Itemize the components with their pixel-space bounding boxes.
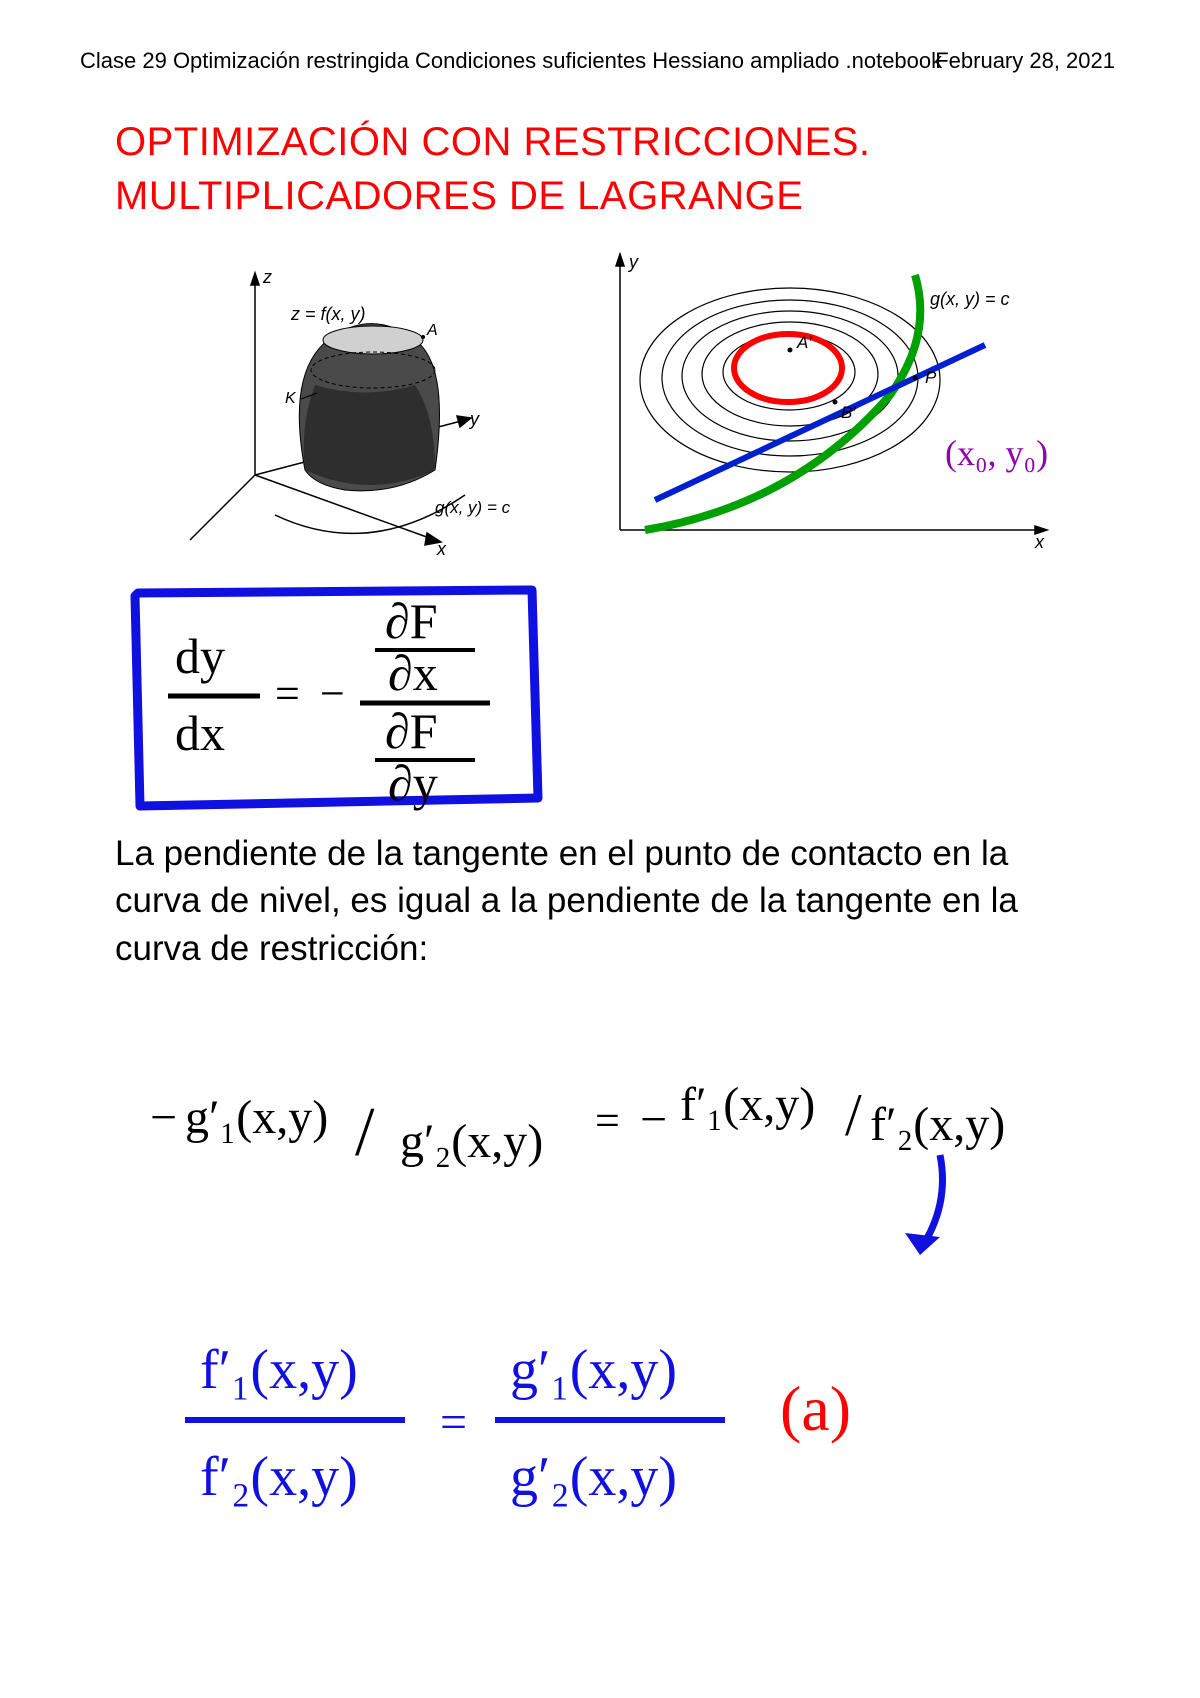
point-k-label: K (285, 390, 297, 407)
eq2-rhs-den: g′₂(x,y) (510, 1446, 677, 1508)
constraint-label-2d: g(x, y) = c (930, 289, 1010, 309)
formula-lhs-den: dx (175, 705, 225, 761)
body-paragraph: La pendiente de la tangente en el punto … (115, 830, 1035, 972)
eq2-rhs-num: g′₁(x,y) (510, 1339, 677, 1401)
point-aprime-label: A′ (796, 333, 812, 352)
equation-2: f′₁(x,y) f′₂(x,y) = g′₁(x,y) g′₂(x,y) (a… (180, 1310, 1000, 1560)
figure-contour-svg: y x g(x, y) = c A′ (585, 250, 1055, 555)
eq2-lhs-den: f′₂(x,y) (200, 1446, 358, 1508)
page-title: OPTIMIZACIÓN CON RESTRICCIONES. MULTIPLI… (115, 115, 1120, 223)
formula-rhs-den-bot: ∂y (388, 755, 438, 811)
title-line-2: MULTIPLICADORES DE LAGRANGE (115, 169, 1120, 223)
equation-2-svg: f′₁(x,y) f′₂(x,y) = g′₁(x,y) g′₂(x,y) (a… (180, 1310, 1000, 1560)
formula-lhs-num: dy (175, 628, 225, 684)
eq2-label: (a) (780, 1373, 851, 1444)
svg-text:=: = (595, 1096, 620, 1145)
header-right-text: February 28, 2021 (935, 48, 1115, 74)
axis-y2-label: y (627, 252, 639, 272)
point-p-label: P (925, 368, 937, 387)
eq1-lhs-sign: − (150, 1091, 177, 1144)
boxed-formula: dy dx = − ∂F ∂x ∂F ∂y (120, 578, 550, 813)
figure-contour: y x g(x, y) = c A′ (585, 250, 1055, 555)
surface-label: z = f(x, y) (290, 304, 366, 324)
formula-rhs-num-bot: ∂x (388, 645, 438, 701)
axis-y-label: y (468, 409, 480, 429)
eq1-lhs-num: g′₁(x,y) (185, 1091, 328, 1144)
svg-text:=: = (440, 1396, 467, 1449)
arrow-head-icon (905, 1233, 940, 1255)
eq1-lhs-den: g′₂(x,y) (400, 1115, 543, 1168)
point-a-label: A (426, 322, 438, 339)
axis-x-label: x (436, 539, 447, 555)
eq2-lhs-num: f′₁(x,y) (200, 1339, 358, 1401)
svg-text:=: = (275, 669, 300, 718)
figure-3d-surface: z y x z = f(x, y) A K g(x, y) = c (135, 265, 555, 555)
highlight-contour (734, 334, 842, 402)
header-left-text: Clase 29 Optimización restringida Condic… (80, 48, 942, 74)
contour-annotation: (x₀, y₀) (945, 433, 1048, 473)
svg-text:/: / (845, 1082, 862, 1148)
axis-z-label: z (262, 267, 272, 287)
equation-1-svg: − g′₁(x,y) / g′₂(x,y) = − f′₁(x,y) / f′₂… (150, 1055, 1050, 1265)
equation-1: − g′₁(x,y) / g′₂(x,y) = − f′₁(x,y) / f′₂… (150, 1055, 1050, 1265)
formula-rhs-num-top: ∂F (385, 593, 438, 649)
eq1-rhs-sign: − (640, 1093, 667, 1146)
axis-x2-label: x (1034, 532, 1045, 552)
page: Clase 29 Optimización restringida Condic… (0, 0, 1200, 1698)
svg-text:/: / (355, 1094, 375, 1171)
eq1-rhs-num: f′₁(x,y) (680, 1078, 815, 1131)
formula-rhs-den-top: ∂F (385, 703, 438, 759)
title-line-1: OPTIMIZACIÓN CON RESTRICCIONES. (115, 115, 1120, 169)
figure-3d-svg: z y x z = f(x, y) A K g(x, y) = c (135, 265, 555, 555)
constraint-label-3d: g(x, y) = c (435, 498, 511, 517)
eq1-rhs-den: f′₂(x,y) (870, 1098, 1005, 1151)
figures-row: z y x z = f(x, y) A K g(x, y) = c (115, 265, 1055, 565)
formula-rhs-sign: − (320, 669, 345, 718)
boxed-formula-svg: dy dx = − ∂F ∂x ∂F ∂y (120, 578, 550, 813)
point-bprime-label: B′ (841, 403, 856, 422)
